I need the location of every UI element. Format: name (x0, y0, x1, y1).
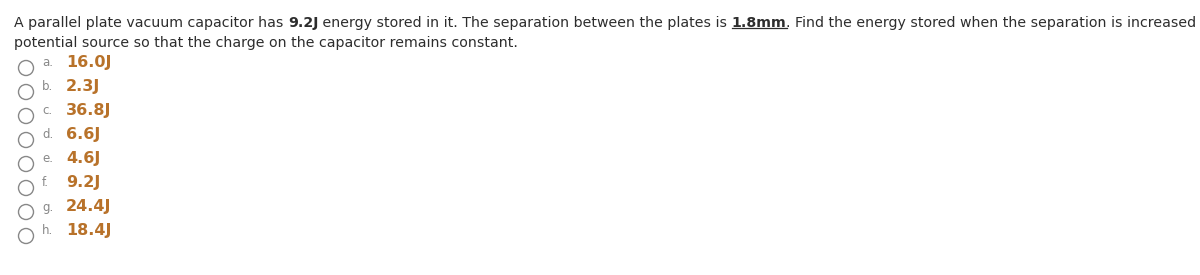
Text: 2.3J: 2.3J (66, 78, 101, 94)
Text: a.: a. (42, 56, 53, 70)
Text: potential source so that the charge on the capacitor remains constant.: potential source so that the charge on t… (14, 36, 518, 50)
Text: 24.4J: 24.4J (66, 199, 112, 213)
Text: 16.0J: 16.0J (66, 54, 112, 70)
Text: f.: f. (42, 177, 49, 189)
Text: 18.4J: 18.4J (66, 222, 112, 238)
Text: h.: h. (42, 224, 53, 238)
Text: 6.6J: 6.6J (66, 126, 101, 142)
Text: 9.2J: 9.2J (66, 175, 101, 189)
Text: c.: c. (42, 104, 52, 117)
Text: A parallel plate vacuum capacitor has: A parallel plate vacuum capacitor has (14, 16, 288, 30)
Text: 9.2J: 9.2J (288, 16, 318, 30)
Text: energy stored in it. The separation between the plates is: energy stored in it. The separation betw… (318, 16, 732, 30)
Text: e.: e. (42, 153, 53, 166)
Text: b.: b. (42, 81, 53, 94)
Text: . Find the energy stored when the separation is increased to: . Find the energy stored when the separa… (786, 16, 1200, 30)
Text: 1.8mm: 1.8mm (732, 16, 786, 30)
Text: 36.8J: 36.8J (66, 103, 112, 117)
Text: g.: g. (42, 200, 53, 213)
Text: 4.6J: 4.6J (66, 150, 101, 166)
Text: d.: d. (42, 128, 53, 142)
